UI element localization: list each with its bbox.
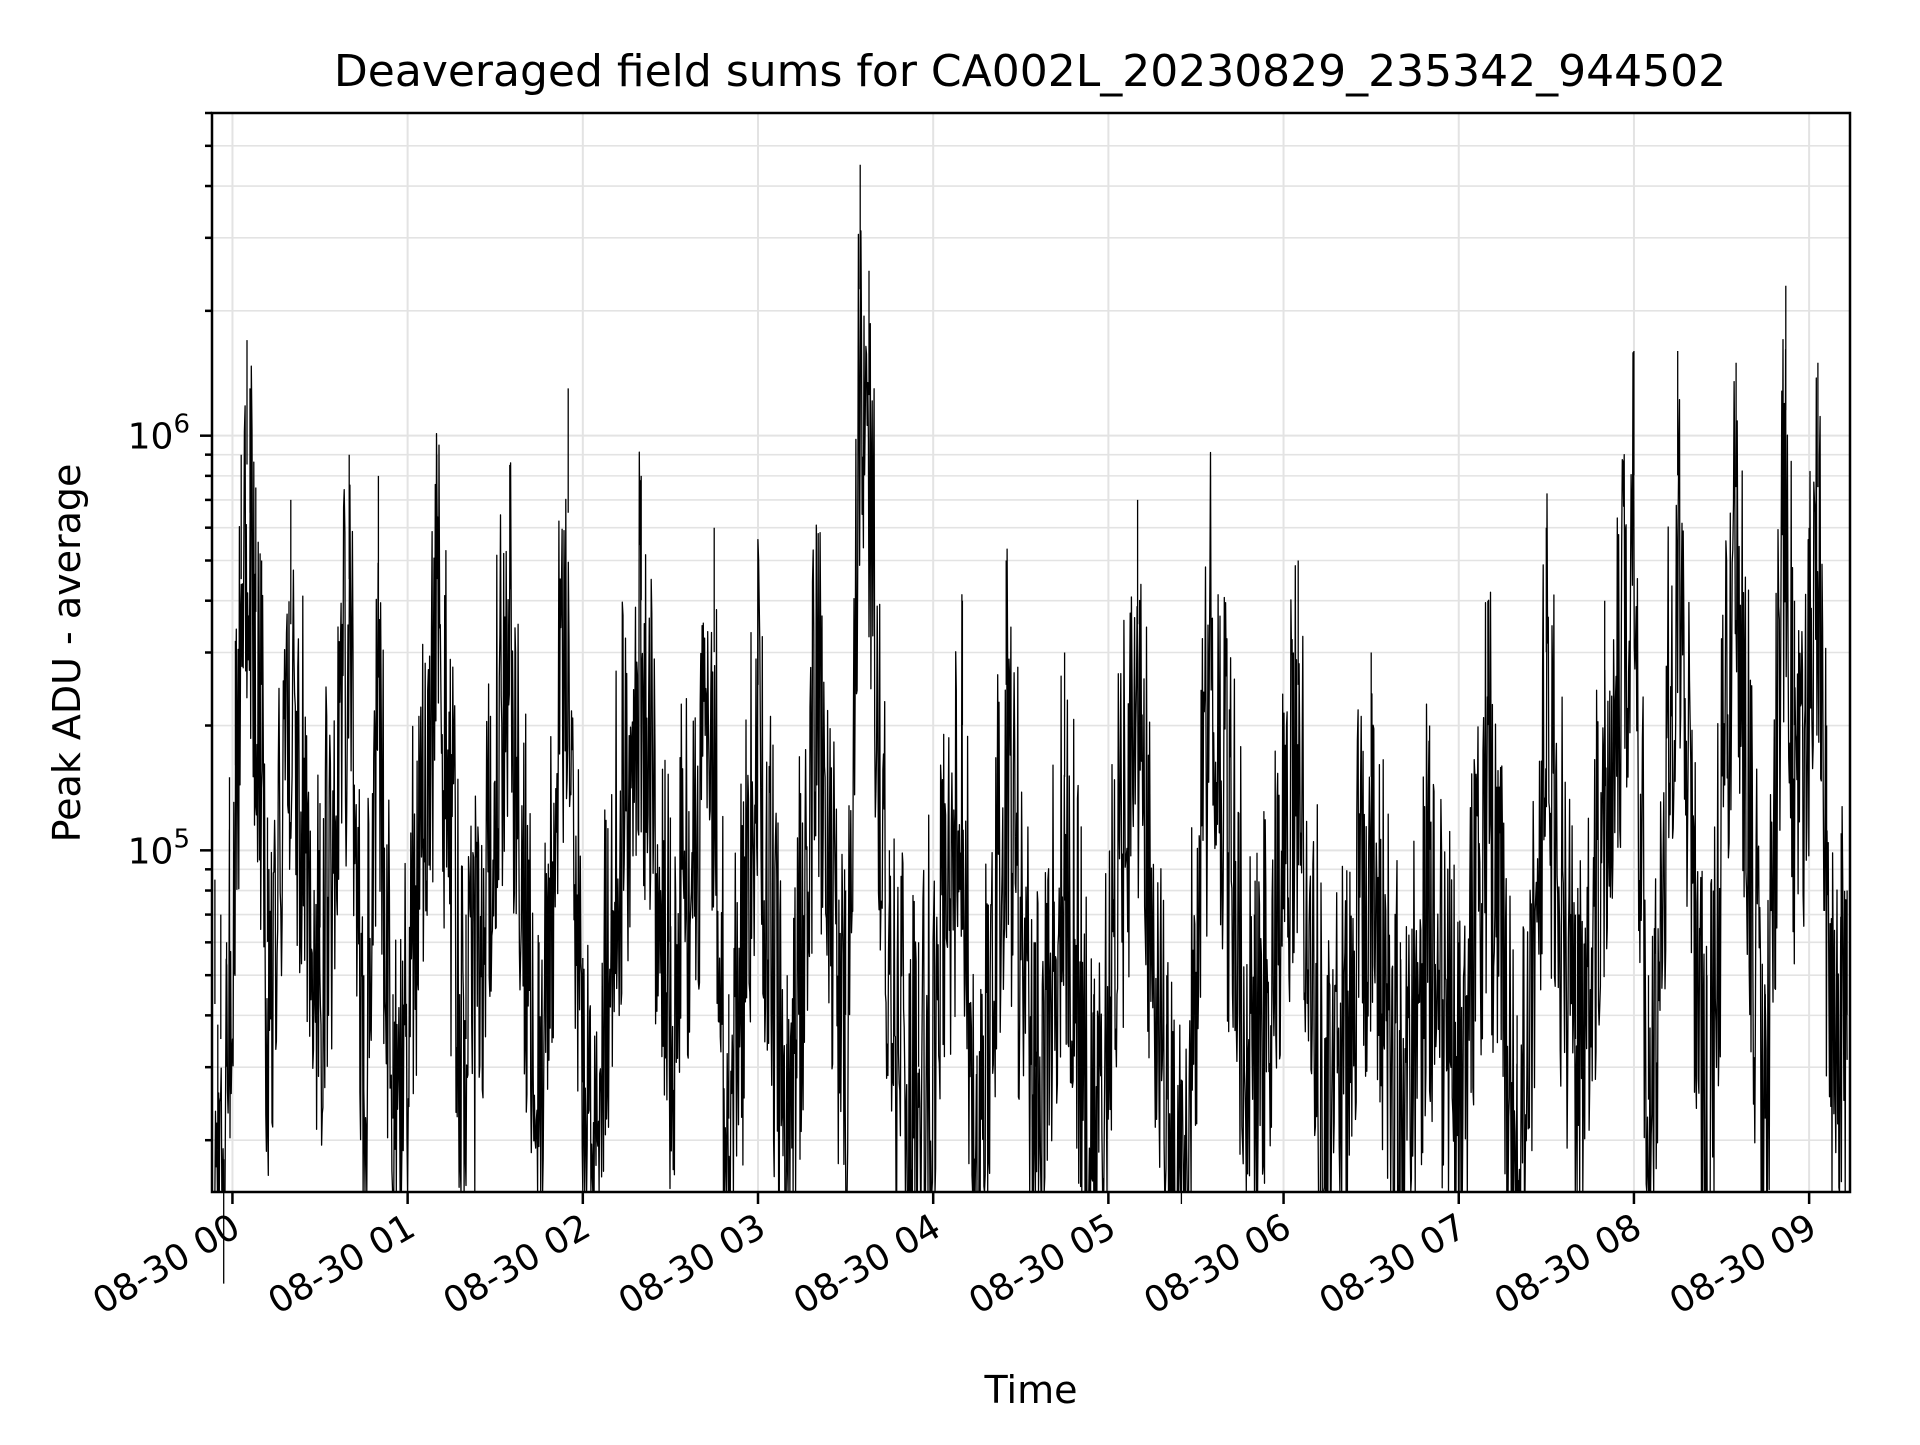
y-axis-label: Peak ADU - average bbox=[45, 464, 89, 843]
y-tick-label: 106 bbox=[128, 410, 190, 458]
x-tick-label: 08-30 04 bbox=[787, 1206, 948, 1322]
series-layer bbox=[214, 164, 1848, 1284]
x-axis-label: Time bbox=[984, 1368, 1078, 1412]
series-line bbox=[214, 164, 1848, 1284]
x-tick-label: 08-30 00 bbox=[86, 1206, 247, 1322]
x-tick-label: 08-30 06 bbox=[1137, 1206, 1298, 1322]
x-tick-label: 08-30 03 bbox=[612, 1206, 773, 1322]
x-tick-label: 08-30 09 bbox=[1663, 1206, 1824, 1322]
x-tick-label: 08-30 01 bbox=[261, 1206, 422, 1322]
x-tick-label: 08-30 02 bbox=[437, 1206, 598, 1322]
x-tick-label: 08-30 07 bbox=[1313, 1206, 1474, 1322]
chart-title: Deaveraged field sums for CA002L_2023082… bbox=[334, 46, 1726, 97]
x-tick-label: 08-30 08 bbox=[1488, 1206, 1649, 1322]
x-tick-label: 08-30 05 bbox=[962, 1206, 1123, 1322]
y-tick-label: 105 bbox=[128, 824, 190, 872]
